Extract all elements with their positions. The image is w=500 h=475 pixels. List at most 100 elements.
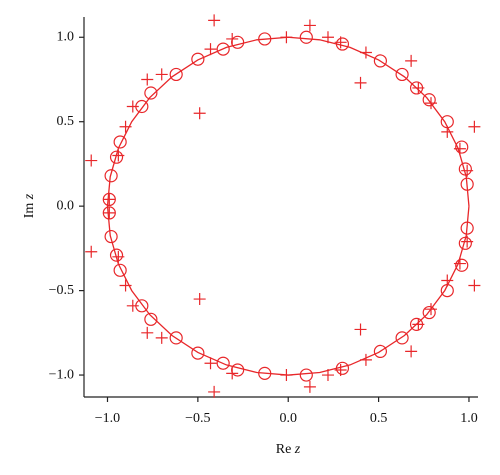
circle-marker [144, 312, 158, 326]
circle-marker [422, 93, 436, 107]
plus-marker [141, 326, 154, 339]
plus-marker [208, 14, 221, 27]
y-axis-label: Im z [22, 193, 37, 218]
x-tick-label: −0.5 [185, 411, 210, 426]
plus-marker [412, 81, 425, 94]
plus-marker [468, 279, 481, 292]
circle-marker [460, 177, 474, 191]
plus-marker [280, 31, 293, 44]
plus-marker [103, 193, 116, 206]
plus-marker [103, 206, 116, 219]
y-tick-label: 1.0 [57, 29, 75, 44]
plus-marker [126, 100, 139, 113]
plus-marker [112, 149, 125, 162]
plus-marker [334, 363, 347, 376]
circle-marker [191, 346, 205, 360]
plus-marker [461, 235, 474, 248]
circle-marker [395, 331, 409, 345]
plus-marker [354, 323, 367, 336]
plus-marker [193, 293, 206, 306]
plus-marker [441, 274, 454, 287]
plus-marker [85, 154, 98, 167]
plus-marker [85, 245, 98, 258]
circle-marker [460, 221, 474, 235]
y-label-var: z [22, 193, 37, 200]
plus-marker [354, 76, 367, 89]
plus-marker [412, 318, 425, 331]
circle-marker [455, 140, 469, 154]
circle-marker [191, 52, 205, 66]
unit-circle-line [106, 36, 470, 376]
x-label-text: Re [276, 442, 292, 457]
plus-marker [359, 353, 372, 366]
plus-marker [119, 120, 132, 133]
y-label-text: Im [22, 203, 37, 219]
circle-marker [109, 248, 124, 262]
circle-marker [373, 344, 388, 358]
plus-marker [461, 164, 474, 177]
plus-marker [204, 43, 217, 56]
x-tick-label: 1.0 [460, 411, 478, 426]
plus-marker [155, 68, 168, 81]
plus-marker [453, 142, 466, 155]
circle-marker [144, 86, 158, 100]
circle-marker [299, 30, 313, 44]
plus-marker [321, 31, 334, 44]
circle-marker [335, 37, 350, 51]
circle-marker [373, 54, 388, 68]
circle-marker [258, 32, 272, 46]
y-tick-label: 0.0 [57, 198, 75, 213]
plus-marker [303, 19, 316, 32]
x-axis-label: Re z [276, 442, 301, 457]
plus-marker [119, 279, 132, 292]
plus-marker [303, 380, 316, 393]
circle-marker [216, 42, 230, 56]
x-label-var: z [294, 442, 301, 457]
plus-marker [280, 369, 293, 382]
circle-marker [395, 67, 409, 82]
circle-marker [109, 150, 124, 164]
x-tick-label: −1.0 [95, 411, 120, 426]
circle-marker [455, 258, 469, 272]
plus-marker [226, 367, 239, 380]
circle-marker [458, 162, 472, 176]
plus-marker [334, 36, 347, 49]
x-tick-label: 0.0 [279, 411, 297, 426]
plus-marker [155, 331, 168, 344]
circle-marker [169, 331, 183, 345]
plus-marker [226, 32, 239, 45]
circle-marker [422, 305, 436, 320]
circle-marker [169, 67, 183, 82]
circle-marker [104, 169, 118, 183]
circle-marker [104, 229, 118, 244]
circle-marker [299, 368, 313, 382]
plus-marker [321, 369, 334, 382]
plus-marker [359, 46, 372, 59]
circle-marker [258, 366, 272, 380]
circle-marker [216, 356, 230, 370]
circle-marker [113, 263, 127, 277]
plus-marker [405, 54, 418, 67]
plus-marker [193, 107, 206, 120]
plus-marker [405, 345, 418, 358]
plus-marker [208, 385, 221, 398]
circle-marker [231, 35, 245, 49]
y-tick-label: 0.5 [57, 114, 75, 129]
y-tick-label: −0.5 [49, 283, 74, 298]
y-tick-label: −1.0 [49, 367, 74, 382]
circle-marker [113, 135, 127, 149]
circle-marker [335, 361, 350, 375]
circle-marker [458, 236, 472, 250]
plus-marker [141, 73, 154, 86]
plus-marker [204, 357, 217, 370]
plus-marker [126, 299, 139, 312]
plus-marker [441, 125, 454, 138]
x-tick-label: 0.5 [370, 411, 388, 426]
plus-marker [425, 97, 438, 110]
circle-marker [231, 363, 245, 377]
plus-marker [112, 250, 125, 263]
plus-marker [468, 120, 481, 133]
plus-marker [425, 303, 438, 316]
plus-marker [453, 257, 466, 270]
